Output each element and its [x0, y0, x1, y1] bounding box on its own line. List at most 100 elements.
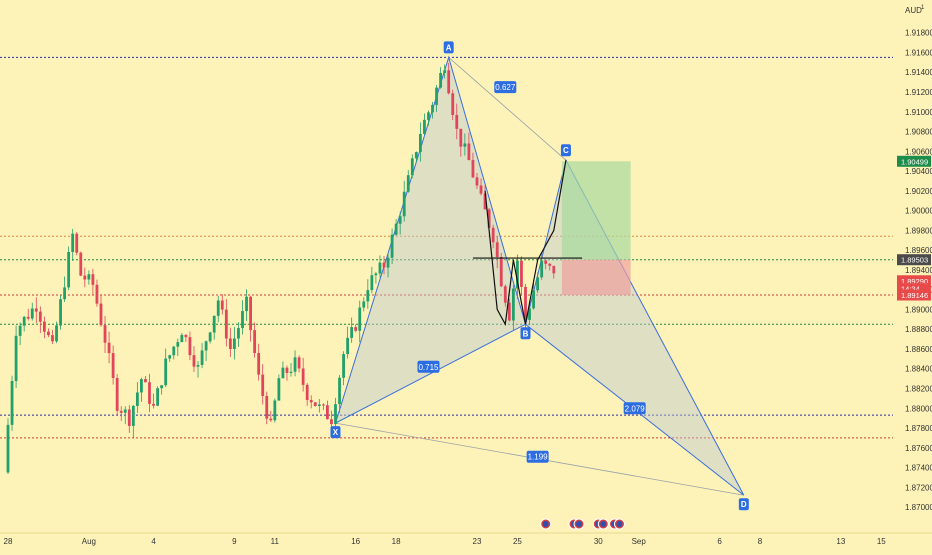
drawn-path [484, 160, 567, 327]
candle-body [540, 260, 544, 278]
candle-body [528, 308, 531, 320]
candle-body [475, 177, 479, 186]
candle-body [410, 158, 414, 176]
candle-body [398, 216, 402, 224]
candle-body [135, 392, 139, 406]
y-tick-label: 1.90200 [905, 187, 932, 196]
price-tag [897, 283, 931, 295]
x-tick-label: 6 [717, 537, 722, 546]
y-tick-label: 1.88800 [905, 325, 932, 334]
point-label-c: C [563, 146, 569, 155]
candle-body [439, 72, 443, 88]
price-tag [897, 289, 931, 301]
x-tick-label: Aug [82, 537, 96, 546]
candlesticks [6, 62, 556, 474]
point-badge [738, 498, 749, 511]
candle-body [459, 128, 463, 147]
price-axis[interactable]: 1.91800 1.91600 1.91400 1.91200 1.91000 1.908… [893, 0, 932, 550]
long-position-tool[interactable] [561, 161, 631, 296]
candle-body [406, 175, 410, 192]
point-badge [560, 144, 571, 157]
y-tick-label: 1.91000 [905, 108, 932, 117]
candle-body [47, 331, 50, 336]
candle-body [431, 104, 434, 113]
candle-body [172, 346, 176, 356]
point-label-a: A [446, 43, 452, 52]
candle-body [156, 388, 159, 406]
event-flag-inner-icon [542, 521, 549, 527]
harmonic-pattern[interactable] [334, 55, 745, 496]
candle-body [277, 378, 281, 401]
candle-body [127, 409, 131, 426]
y-tick-label: 1.88400 [905, 365, 932, 374]
y-tick-label: 1.89600 [905, 246, 932, 255]
candle-body [338, 377, 341, 405]
candle-body [443, 70, 447, 73]
candle-body [249, 296, 252, 331]
candle-body [370, 275, 374, 291]
candle-body [75, 233, 79, 253]
candle-body [119, 410, 123, 413]
x-tick-label: 23 [473, 537, 482, 546]
currency-label: AUD [905, 6, 922, 15]
y-tick-label: 1.88600 [905, 345, 932, 354]
candle-body [305, 384, 309, 401]
candle-body [241, 311, 244, 329]
y-tick-label: 1.90800 [905, 128, 932, 137]
x-tick-label: 28 [4, 537, 13, 546]
candle-body [334, 404, 337, 425]
candle-body [71, 233, 75, 252]
candle-body [378, 262, 382, 274]
candle-body [253, 330, 257, 354]
pattern-labels: X A B C D 0.627 0.715 2.079 1.199 [330, 41, 749, 511]
candle-body [455, 114, 459, 129]
candle-body [216, 300, 220, 316]
candle-body [382, 262, 386, 268]
candle-body [233, 338, 236, 349]
candle-body [394, 223, 398, 235]
x-tick-label: 25 [513, 537, 522, 546]
currency-superscript: 1 [921, 5, 925, 11]
y-tick-label: 1.91200 [905, 88, 932, 97]
candle-body [237, 328, 240, 339]
candle-body [524, 286, 527, 320]
point-label-b: B [523, 329, 529, 338]
candle-body [14, 335, 18, 382]
candle-body [257, 353, 261, 375]
candle-body [261, 374, 265, 396]
candle-body [463, 143, 467, 147]
candle-body [386, 257, 390, 268]
candle-body [123, 409, 127, 413]
candle-body [115, 377, 119, 411]
point-badge [330, 426, 341, 439]
candle-body [374, 273, 378, 276]
candle-body [265, 395, 269, 419]
candle-body [499, 257, 503, 287]
candle-body [59, 299, 62, 326]
candle-body [479, 185, 483, 194]
x-tick-label: 16 [351, 537, 360, 546]
x-tick-label: 18 [392, 537, 401, 546]
candle-body [317, 404, 321, 407]
y-tick-label: 1.87400 [905, 464, 932, 473]
time-axis[interactable]: 28 Aug 4 9 11 16 18 23 25 30 Sep 6 8 13 15 [0, 532, 932, 546]
ratio-label: 1.199 [528, 453, 549, 462]
candle-body [330, 419, 333, 425]
candle-body [293, 357, 297, 372]
candle-body [192, 355, 196, 367]
candle-body [228, 338, 232, 349]
candle-body [220, 300, 224, 310]
ratio-badge [494, 81, 517, 94]
candle-body [79, 252, 83, 276]
candle-body [38, 311, 42, 322]
candle-body [491, 227, 495, 243]
candle-body [520, 260, 523, 287]
price-tag [897, 155, 931, 167]
point-label-d: D [741, 500, 747, 509]
ratio-badge [417, 360, 440, 373]
candle-body [435, 87, 438, 105]
economic-events[interactable] [540, 518, 625, 530]
candle-body [281, 367, 285, 379]
price-tag-label: 14:34 [901, 285, 920, 294]
